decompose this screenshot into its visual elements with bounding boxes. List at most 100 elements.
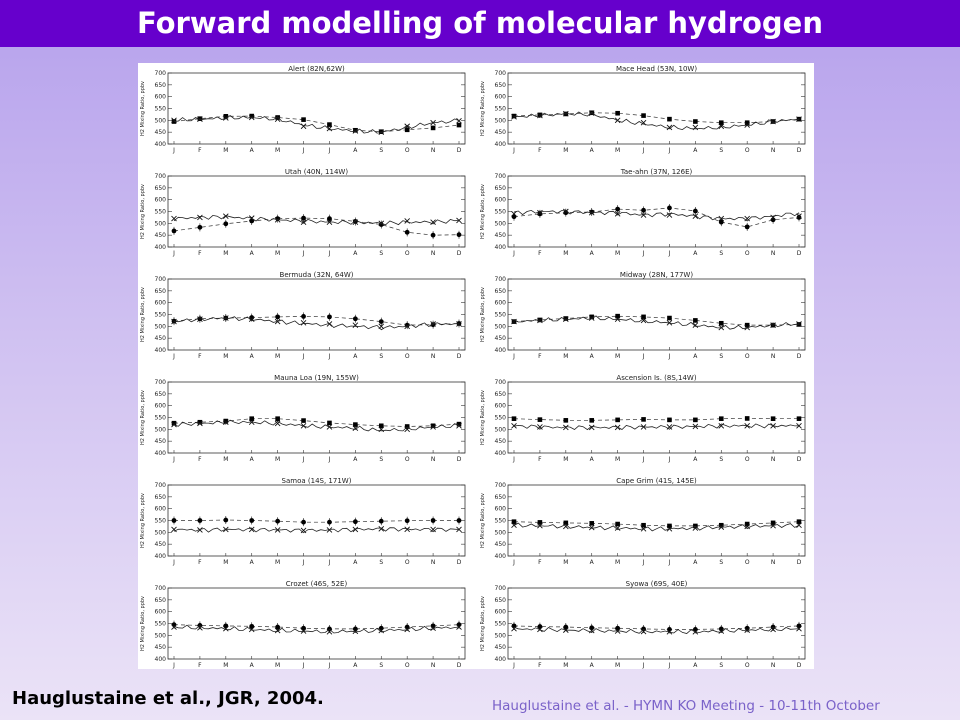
chart-panel: Ascension Is. (8S,14W) H2 Mixing Ratio, p… bbox=[480, 374, 806, 463]
x-tick-label: O bbox=[745, 456, 750, 463]
model-cross-marker bbox=[562, 316, 569, 323]
model-cross-marker bbox=[326, 527, 333, 533]
observed-square-marker bbox=[770, 520, 776, 526]
observed-square-marker bbox=[667, 315, 672, 321]
x-tick-label: N bbox=[431, 559, 436, 566]
y-tick-label: 500 bbox=[495, 220, 507, 227]
x-tick-label: S bbox=[379, 250, 383, 257]
observed-square-marker bbox=[744, 416, 750, 421]
y-tick-label: 650 bbox=[495, 288, 507, 295]
model-cross-marker bbox=[744, 627, 751, 633]
y-tick-label: 500 bbox=[495, 323, 507, 330]
x-tick-label: A bbox=[590, 456, 595, 463]
observed-continuous-line bbox=[513, 626, 800, 634]
x-tick-label: J bbox=[512, 559, 515, 566]
y-tick-label: 400 bbox=[495, 656, 507, 663]
plot-frame bbox=[507, 587, 806, 660]
chart-panel: Tae-ahn (37N, 126E) H2 Mixing Ratio, ppbv… bbox=[480, 168, 806, 257]
x-tick-label: N bbox=[771, 250, 776, 257]
observed-square-marker bbox=[641, 113, 646, 118]
x-tick-label: J bbox=[172, 147, 175, 154]
model-cross-marker bbox=[300, 527, 307, 534]
model-cross-marker bbox=[614, 211, 621, 217]
y-tick-label: 500 bbox=[155, 632, 167, 639]
observed-square-marker bbox=[223, 114, 229, 119]
x-tick-label: A bbox=[590, 559, 595, 566]
y-tick-label: 500 bbox=[155, 323, 167, 330]
model-cross-marker bbox=[770, 322, 776, 328]
y-axis-label: H2 Mixing Ratio, ppbv bbox=[140, 184, 146, 239]
y-tick-label: 650 bbox=[495, 597, 507, 604]
y-tick-label: 450 bbox=[155, 644, 167, 651]
model-cross-marker bbox=[430, 526, 436, 533]
observed-square-marker bbox=[589, 521, 595, 526]
observed-dashed-line bbox=[513, 207, 800, 228]
model-cross-marker bbox=[666, 124, 673, 131]
observed-square-marker bbox=[615, 313, 620, 319]
x-tick-label: J bbox=[512, 353, 515, 360]
x-tick-label: A bbox=[590, 147, 595, 154]
y-tick-label: 700 bbox=[495, 379, 507, 386]
x-tick-label: M bbox=[223, 559, 228, 566]
observed-continuous-line bbox=[173, 419, 460, 432]
y-tick-label: 600 bbox=[155, 94, 167, 101]
model-cross-marker bbox=[197, 316, 203, 323]
x-tick-label: A bbox=[250, 456, 255, 463]
observed-dashed-line bbox=[513, 112, 800, 124]
model-cross-marker bbox=[404, 526, 411, 533]
observed-circle-marker bbox=[641, 207, 646, 213]
x-tick-label: S bbox=[719, 353, 723, 360]
y-tick-label: 650 bbox=[155, 288, 167, 295]
observed-square-marker bbox=[301, 117, 306, 122]
observed-circle-marker bbox=[275, 624, 281, 630]
model-cross-marker bbox=[171, 117, 177, 124]
x-tick-label: J bbox=[172, 662, 175, 669]
observed-square-marker bbox=[430, 423, 436, 429]
observed-dashed-line bbox=[173, 418, 460, 427]
model-cross-marker bbox=[692, 525, 699, 531]
y-tick-label: 450 bbox=[155, 438, 167, 445]
chart-panel: Syowa (69S, 40E) H2 Mixing Ratio, ppbv 400… bbox=[480, 580, 806, 669]
x-tick-label: J bbox=[328, 147, 331, 154]
y-tick-label: 550 bbox=[495, 415, 507, 422]
x-tick-label: O bbox=[405, 456, 410, 463]
observed-circle-marker bbox=[171, 622, 177, 628]
observed-square-marker bbox=[171, 119, 177, 124]
x-tick-label: J bbox=[642, 456, 645, 463]
model-cross-marker bbox=[274, 420, 281, 427]
panel-title: Samoa (14S, 171W) bbox=[282, 477, 352, 485]
observed-circle-marker bbox=[327, 314, 332, 320]
x-tick-label: D bbox=[797, 250, 802, 257]
observed-square-marker bbox=[404, 424, 410, 429]
x-tick-label: A bbox=[693, 662, 698, 669]
model-cross-marker bbox=[352, 425, 359, 431]
x-tick-label: M bbox=[563, 456, 568, 463]
model-cross-marker bbox=[248, 419, 255, 426]
x-tick-label: J bbox=[302, 147, 305, 154]
model-cross-marker bbox=[326, 321, 333, 327]
y-tick-label: 700 bbox=[155, 379, 167, 386]
model-cross-marker bbox=[640, 628, 647, 635]
chart-panel: Mace Head (53N, 10W) H2 Mixing Ratio, ppb… bbox=[480, 65, 806, 154]
y-tick-label: 400 bbox=[155, 450, 167, 457]
observed-square-marker bbox=[693, 417, 698, 423]
panel-title: Bermuda (32N, 64W) bbox=[280, 271, 354, 279]
x-tick-label: J bbox=[302, 559, 305, 566]
x-tick-label: S bbox=[719, 250, 723, 257]
x-tick-label: D bbox=[457, 353, 462, 360]
y-tick-label: 650 bbox=[155, 82, 167, 89]
x-tick-label: F bbox=[538, 456, 542, 463]
model-cross-marker bbox=[378, 129, 385, 135]
observed-circle-marker bbox=[249, 315, 255, 320]
y-tick-label: 700 bbox=[155, 70, 167, 77]
x-tick-label: J bbox=[668, 662, 671, 669]
model-cross-marker bbox=[692, 322, 699, 328]
x-tick-label: O bbox=[405, 250, 410, 257]
model-cross-marker bbox=[326, 628, 333, 635]
figure-svg: Alert (82N,62W) H2 Mixing Ratio, ppbv 400 4… bbox=[140, 65, 806, 669]
observed-dashed-line bbox=[513, 625, 800, 630]
observed-circle-marker bbox=[430, 232, 436, 238]
y-tick-label: 400 bbox=[155, 141, 167, 148]
y-tick-label: 500 bbox=[495, 426, 507, 433]
x-tick-label: A bbox=[353, 559, 358, 566]
